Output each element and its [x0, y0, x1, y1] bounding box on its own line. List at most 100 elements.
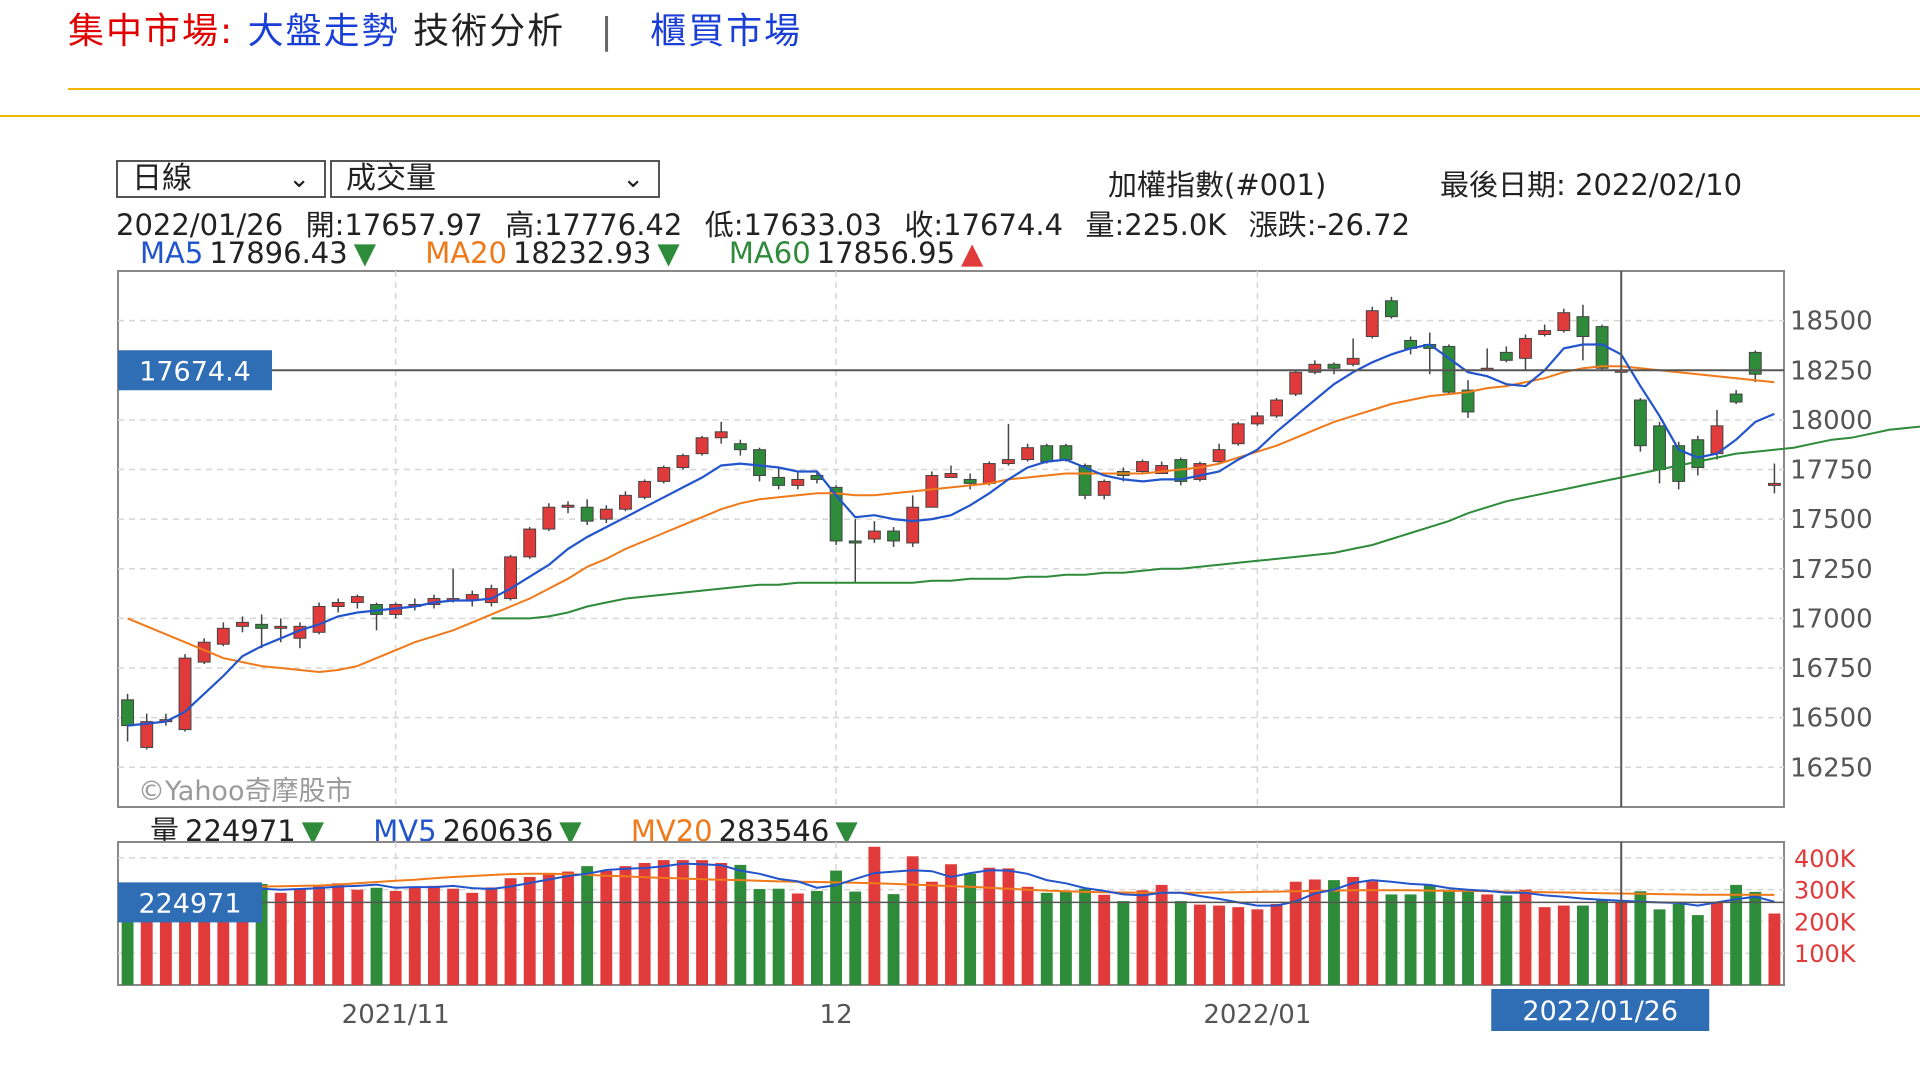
- candle: [1346, 338, 1360, 367]
- candle-body: [504, 556, 517, 600]
- candle: [1002, 423, 1015, 466]
- candle-body: [657, 467, 671, 482]
- candle-body: [1231, 423, 1245, 445]
- candle-body: [1576, 316, 1590, 338]
- ma-legend: MA5 17896.43 ▼ MA20 18232.93 ▼ MA60 17856.95 ▲: [140, 236, 989, 270]
- candle: [1461, 380, 1475, 418]
- candle-body: [1250, 415, 1264, 425]
- volume-bar: [1519, 889, 1532, 985]
- price-tick-label: 16500: [1790, 704, 1873, 734]
- volume-bar: [1194, 904, 1206, 985]
- candle: [1270, 398, 1283, 418]
- volume-bar: [1021, 886, 1034, 985]
- candle-body: [1308, 363, 1322, 373]
- candle-body: [887, 530, 900, 542]
- volume-bar: [772, 888, 785, 985]
- volume-bar: [1385, 894, 1398, 985]
- cursor-volume-label: 224971: [138, 888, 241, 919]
- volume-bar: [1251, 909, 1264, 985]
- candle-body: [1461, 389, 1475, 413]
- candle: [733, 439, 747, 456]
- candle: [1576, 304, 1590, 361]
- volume-bar: [428, 885, 440, 985]
- candle-body: [216, 627, 230, 645]
- volume-bar: [811, 890, 823, 985]
- candle-body: [695, 437, 709, 455]
- candle: [714, 421, 728, 444]
- volume-bar: [1730, 884, 1743, 985]
- candle-body: [1365, 310, 1379, 338]
- trend-link[interactable]: 大盤走勢: [247, 11, 400, 52]
- candle-body: [1538, 330, 1552, 336]
- candle-body: [1212, 449, 1226, 463]
- candle: [1136, 459, 1149, 474]
- candle-body: [1097, 480, 1111, 496]
- ma20-value: 18232.93: [512, 236, 652, 270]
- candle-body: [733, 443, 747, 451]
- candle-body: [1193, 463, 1207, 480]
- candle: [216, 622, 230, 647]
- candles: [121, 296, 1781, 750]
- ma60-line: [491, 425, 1920, 620]
- candle-body: [350, 596, 364, 604]
- volume-bar: [945, 864, 957, 985]
- candle: [1748, 350, 1762, 383]
- volume-bar: [1098, 894, 1111, 985]
- candle-body: [791, 478, 805, 486]
- candle-body: [255, 623, 269, 629]
- volume-bar: [447, 888, 460, 985]
- price-tick-label: 17000: [1790, 604, 1873, 634]
- candle: [657, 465, 671, 484]
- volume-bar: [1002, 868, 1015, 985]
- candle-body: [829, 486, 843, 542]
- candle: [1231, 421, 1245, 446]
- candle-body: [274, 625, 288, 629]
- ohlc-close: 收:17674.4: [904, 208, 1064, 242]
- x-tick-label: 2022/01: [1203, 1000, 1311, 1030]
- candle-body: [312, 605, 326, 633]
- second-divider: [0, 115, 1920, 117]
- indicator-select[interactable]: 成交量 ⌄: [330, 160, 660, 198]
- candle-body: [542, 506, 556, 530]
- candle-body: [944, 472, 958, 478]
- volume-bar: [1232, 907, 1245, 985]
- ohlc-high: 高:17776.42: [505, 208, 683, 242]
- period-select[interactable]: 日線 ⌄: [116, 160, 326, 198]
- volume-bar: [351, 889, 364, 985]
- volume-bar: [370, 887, 383, 985]
- cursor-date-label-bg: [1491, 989, 1710, 1031]
- candle-body: [236, 621, 249, 627]
- candle: [772, 467, 786, 490]
- volume-bar: [1442, 889, 1455, 985]
- volume-bar: [1711, 903, 1723, 985]
- ohlc-row: 2022/01/26 開:17657.97 高:17776.42 低:17633…: [116, 202, 1410, 244]
- price-grid: [117, 270, 1785, 808]
- tech-analysis-link[interactable]: 技術分析: [413, 11, 566, 52]
- candle-body: [1748, 351, 1762, 375]
- top-divider: [68, 88, 1920, 90]
- volume-bar: [964, 873, 977, 985]
- volume-bar: [1481, 894, 1494, 985]
- candle-body: [121, 699, 135, 727]
- volume-bar: [887, 894, 900, 985]
- candle-body: [1021, 447, 1035, 461]
- otc-market-link[interactable]: 櫃買市場: [650, 11, 803, 52]
- volume-bar: [600, 870, 613, 985]
- candle-body: [1385, 300, 1398, 318]
- volume-bar: [983, 867, 996, 985]
- last-date: 最後日期: 2022/02/10: [1440, 168, 1743, 202]
- volume-bar: [696, 860, 708, 985]
- candle: [848, 519, 862, 583]
- volume-bar: [217, 889, 230, 985]
- candle-body: [1270, 399, 1283, 417]
- candle: [791, 471, 805, 490]
- ma60-label: MA60: [728, 236, 811, 270]
- candle: [312, 602, 326, 635]
- candle-body: [331, 602, 345, 607]
- nav-separator: |: [600, 11, 615, 52]
- chevron-down-icon: ⌄: [622, 164, 644, 194]
- volume-bar: [753, 889, 766, 985]
- volume-bar: [581, 866, 594, 985]
- price-tick-label: 18250: [1790, 356, 1873, 386]
